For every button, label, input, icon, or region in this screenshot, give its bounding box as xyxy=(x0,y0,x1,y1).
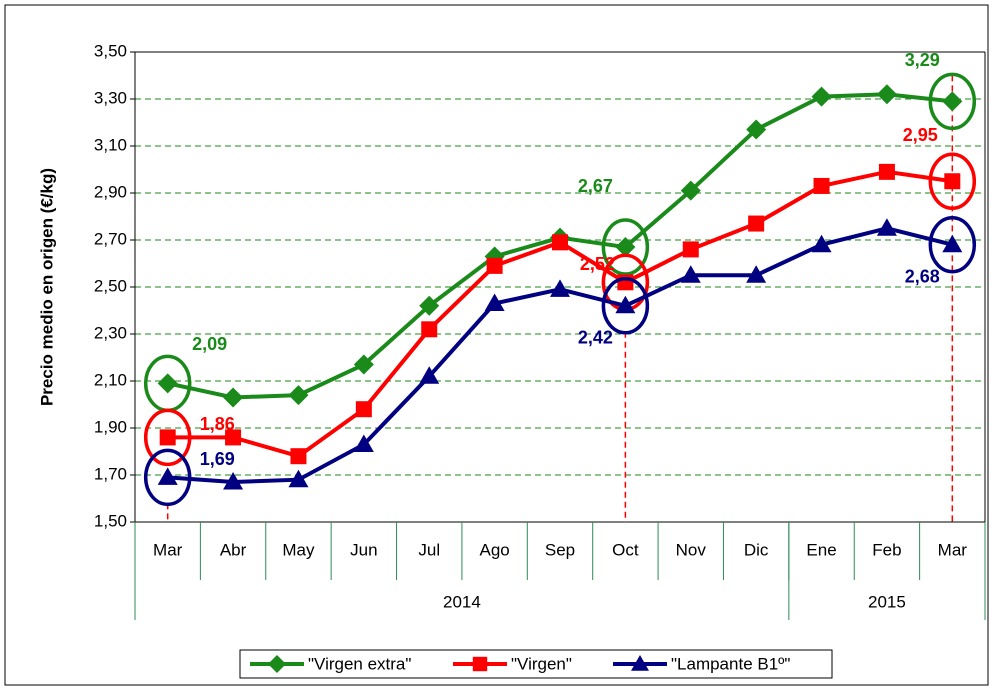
point xyxy=(680,265,701,283)
highlight-circle xyxy=(601,277,650,335)
legend-box xyxy=(239,649,833,679)
point xyxy=(353,354,374,375)
group-label: 2014 xyxy=(443,592,481,611)
y-tick-label: 3,50 xyxy=(94,41,127,60)
legend-label: "Virgen" xyxy=(511,654,572,673)
value-label: 2,68 xyxy=(905,266,940,286)
y-tick-label: 2,90 xyxy=(94,182,127,201)
x-tick-label: Ene xyxy=(806,540,836,559)
point xyxy=(290,448,307,465)
point xyxy=(746,119,767,140)
x-tick-label: Mar xyxy=(938,540,968,559)
highlight-circle xyxy=(928,152,977,210)
y-tick-label: 1,50 xyxy=(94,511,127,530)
value-label: 1,86 xyxy=(200,414,235,434)
x-tick-label: Oct xyxy=(612,540,639,559)
x-tick-label: Ago xyxy=(479,540,509,559)
point xyxy=(876,84,897,105)
y-tick-label: 2,70 xyxy=(94,229,127,248)
legend-label: "Virgen extra" xyxy=(308,654,411,673)
point xyxy=(159,429,176,446)
x-tick-label: Jun xyxy=(350,540,377,559)
point xyxy=(748,215,765,232)
point xyxy=(288,385,309,406)
highlight-circle xyxy=(928,72,977,131)
point xyxy=(876,218,897,236)
x-tick-label: Nov xyxy=(676,540,707,559)
point xyxy=(811,234,832,253)
highlight-circle xyxy=(143,408,192,467)
group-label: 2015 xyxy=(868,592,906,611)
value-label: 2,95 xyxy=(903,125,938,145)
point xyxy=(157,373,178,394)
y-tick-label: 2,30 xyxy=(94,323,127,342)
chart-border xyxy=(4,4,989,686)
point xyxy=(615,295,636,314)
highlight-circle xyxy=(928,215,977,274)
point xyxy=(878,163,895,180)
point xyxy=(486,257,503,274)
value-label: 1,69 xyxy=(200,449,235,469)
y-tick-label: 1,90 xyxy=(94,417,127,436)
point xyxy=(353,434,374,452)
x-tick-label: Sep xyxy=(545,540,575,559)
point xyxy=(484,293,505,311)
point xyxy=(811,86,832,107)
point xyxy=(813,177,830,194)
y-tick-label: 3,10 xyxy=(94,135,127,154)
highlight-circle xyxy=(143,448,192,507)
point xyxy=(157,467,178,485)
point xyxy=(419,366,440,384)
point xyxy=(680,180,701,201)
point xyxy=(631,655,649,671)
point xyxy=(682,241,699,258)
value-label: 3,29 xyxy=(905,50,940,70)
value-label: 2,52 xyxy=(580,254,615,274)
x-tick-label: Jul xyxy=(418,540,440,559)
value-label: 2,42 xyxy=(578,328,613,348)
x-tick-label: Abr xyxy=(220,540,247,559)
point xyxy=(288,469,309,488)
point xyxy=(419,295,440,316)
point xyxy=(268,655,286,673)
y-tick-label: 2,10 xyxy=(94,370,127,389)
point xyxy=(552,234,568,251)
x-tick-label: Mar xyxy=(153,540,183,559)
value-label: 2,09 xyxy=(192,334,227,354)
value-label: 2,67 xyxy=(578,176,613,196)
point xyxy=(355,401,372,418)
point xyxy=(472,656,488,672)
x-tick-label: Dic xyxy=(744,540,769,559)
point xyxy=(223,387,244,408)
y-tick-label: 1,70 xyxy=(94,464,127,483)
point xyxy=(550,279,570,297)
point xyxy=(615,237,636,258)
point xyxy=(944,173,961,190)
x-tick-label: May xyxy=(282,540,315,559)
y-tick-label: 2,50 xyxy=(94,276,127,295)
point xyxy=(617,274,634,291)
point xyxy=(942,91,963,112)
point xyxy=(223,472,244,490)
point xyxy=(225,429,242,446)
y-axis-label: Precio medio en origen (€/kg) xyxy=(37,168,56,406)
highlight-circle xyxy=(601,218,650,276)
point xyxy=(421,321,438,338)
legend-label: "Lampante B1º" xyxy=(671,654,790,673)
point xyxy=(942,234,963,253)
x-tick-label: Feb xyxy=(872,540,901,559)
point xyxy=(746,265,767,283)
y-tick-label: 3,30 xyxy=(94,88,127,107)
